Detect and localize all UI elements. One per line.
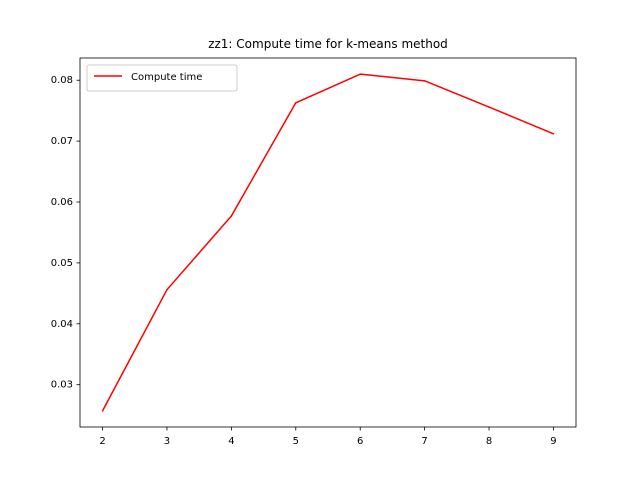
data-point bbox=[295, 102, 297, 104]
y-tick-label: 0.07 bbox=[51, 136, 73, 147]
data-point bbox=[230, 215, 233, 217]
x-tick-label: 7 bbox=[421, 436, 427, 447]
data-point bbox=[101, 410, 104, 412]
y-tick-label: 0.06 bbox=[51, 197, 73, 208]
y-axis: 0.03 0.04 0.05 0.06 0.07 0.08 bbox=[51, 75, 80, 391]
x-tick-label: 2 bbox=[99, 436, 105, 447]
data-point bbox=[552, 133, 555, 135]
data-point bbox=[488, 106, 490, 108]
series-line-compute-time bbox=[101, 73, 554, 412]
x-tick-label: 8 bbox=[486, 436, 492, 447]
legend-label: Compute time bbox=[131, 72, 202, 83]
data-point bbox=[423, 80, 426, 82]
series-layer bbox=[101, 73, 555, 412]
data-point bbox=[166, 288, 168, 291]
data-point bbox=[359, 73, 361, 75]
plot-area-frame bbox=[79, 57, 577, 428]
y-tick-label: 0.05 bbox=[51, 258, 73, 269]
legend-box bbox=[86, 64, 238, 92]
x-tick-label: 3 bbox=[164, 436, 170, 447]
x-tick-label: 6 bbox=[357, 436, 363, 447]
y-tick-label: 0.04 bbox=[51, 319, 73, 330]
legend: Compute time bbox=[86, 64, 238, 92]
x-tick-label: 9 bbox=[550, 436, 556, 447]
y-tick-label: 0.08 bbox=[51, 75, 73, 86]
x-axis: 2 3 4 5 6 7 8 9 bbox=[99, 427, 557, 447]
x-tick-label: 5 bbox=[293, 436, 299, 447]
chart-title: zz1: Compute time for k-means method bbox=[208, 37, 448, 51]
x-tick-label: 4 bbox=[228, 436, 234, 447]
y-tick-label: 0.03 bbox=[51, 380, 73, 391]
